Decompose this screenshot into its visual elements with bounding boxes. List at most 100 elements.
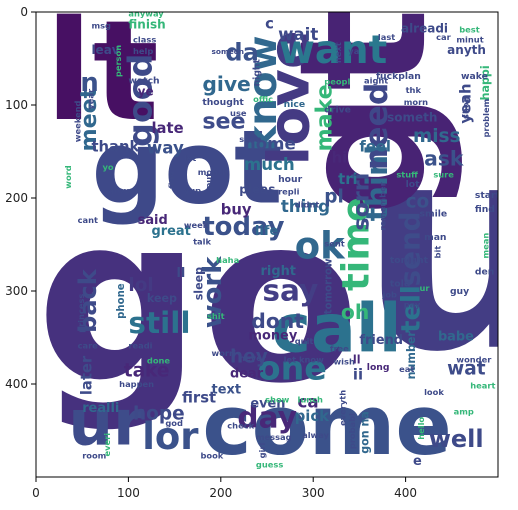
word-everi: everi bbox=[102, 433, 112, 457]
word-think: think bbox=[360, 134, 394, 221]
word-n: n bbox=[80, 68, 98, 98]
word-find: find bbox=[475, 204, 495, 215]
word-bit: bit bbox=[433, 246, 443, 259]
word-dear: dear bbox=[230, 366, 264, 381]
word-happen: happen bbox=[119, 379, 154, 389]
word-messag: messag bbox=[256, 432, 292, 442]
word-night: night bbox=[252, 58, 263, 86]
word-weekend: weekend bbox=[72, 100, 82, 142]
word-long: long bbox=[367, 362, 390, 373]
word-lol: lol bbox=[128, 275, 153, 296]
word-thing: thing bbox=[281, 197, 330, 216]
word-work: work bbox=[198, 256, 228, 328]
word-remember: remember bbox=[377, 181, 387, 230]
word-give: give bbox=[202, 72, 251, 96]
word-hope: hope bbox=[133, 403, 185, 424]
word-sleep: sleep bbox=[192, 267, 205, 300]
word-princess: princess bbox=[76, 294, 86, 333]
word-come: come bbox=[202, 377, 451, 474]
word-start: start bbox=[475, 190, 501, 201]
word-leav: leav bbox=[91, 43, 119, 57]
word-see: see bbox=[202, 108, 245, 134]
word-heart: heart bbox=[470, 381, 495, 391]
word-lor: lor bbox=[142, 415, 199, 458]
word-know: know bbox=[241, 36, 286, 152]
word-even: even bbox=[250, 396, 285, 411]
word-meet: meet bbox=[76, 87, 102, 151]
word-finish: finish bbox=[128, 18, 165, 32]
word-smile: smile bbox=[419, 209, 447, 220]
word-fuckplan: fuckplan bbox=[376, 71, 421, 82]
word-lot: lot bbox=[406, 179, 421, 190]
word-ii: ii bbox=[353, 366, 363, 383]
word-msg: msg bbox=[91, 21, 111, 31]
word-everyth: everyth bbox=[338, 390, 348, 426]
word-offic: offic bbox=[253, 94, 273, 104]
word-ll: ll bbox=[353, 354, 361, 367]
word-haha: haha bbox=[216, 255, 239, 265]
word-done: done bbox=[147, 356, 171, 366]
word-alreadi: alreadi bbox=[401, 21, 448, 35]
word-girl: girl bbox=[257, 443, 267, 459]
word-ya: ya bbox=[348, 46, 359, 56]
word-wake: wake bbox=[461, 71, 488, 82]
word-c: c bbox=[265, 16, 274, 33]
word-ok: ok bbox=[295, 224, 346, 267]
word-happi: happi bbox=[479, 65, 492, 100]
word-never: never bbox=[239, 353, 267, 363]
word-tonight: tonight bbox=[390, 255, 429, 266]
word-use: use bbox=[230, 108, 247, 118]
word-ll: ll bbox=[176, 266, 185, 281]
word-dont: dont bbox=[251, 309, 304, 333]
word-lunch: lunch bbox=[297, 395, 323, 405]
word-mean: mean bbox=[481, 233, 491, 259]
word-yup: yup bbox=[184, 185, 201, 195]
word-someth: someth bbox=[387, 111, 437, 125]
word-say: say bbox=[262, 273, 318, 307]
word-last: last bbox=[378, 32, 395, 42]
word-call: call bbox=[272, 289, 402, 367]
word-amp: amp bbox=[454, 407, 474, 417]
word-miss: miss bbox=[413, 126, 461, 147]
word-gon-na: gon na bbox=[359, 411, 372, 454]
word-good: good bbox=[121, 54, 160, 147]
word-next: next bbox=[333, 42, 343, 63]
word-book: book bbox=[200, 450, 223, 460]
word-e: e bbox=[413, 454, 422, 469]
word-go: go bbox=[36, 166, 360, 434]
word-hello: hello bbox=[416, 417, 426, 440]
y-tick-label: 100 bbox=[5, 98, 28, 112]
word-tri: tri bbox=[338, 171, 357, 188]
x-tick-label: 0 bbox=[32, 486, 40, 500]
word-stuff: stuff bbox=[396, 170, 418, 180]
word-still: still bbox=[128, 306, 190, 340]
word-talk: talk bbox=[193, 237, 211, 247]
word-well: well bbox=[429, 425, 484, 453]
word-shop: shop bbox=[460, 96, 470, 119]
word-care: care bbox=[78, 341, 99, 351]
word-gt: gt bbox=[262, 7, 466, 217]
word-wish: wish bbox=[334, 356, 355, 366]
word-help: help bbox=[133, 46, 153, 56]
word-sorri: sorri bbox=[349, 173, 375, 231]
word-wonder: wonder bbox=[456, 355, 492, 365]
word-worri: worri bbox=[212, 348, 237, 358]
word-realli: realli bbox=[82, 401, 119, 416]
y-tick-label: 400 bbox=[5, 377, 28, 391]
word-man: man bbox=[424, 232, 446, 243]
word-love: love bbox=[256, 30, 323, 165]
word-hour: hour bbox=[278, 174, 302, 185]
word-pay: pay bbox=[404, 300, 421, 310]
x-tick-label: 300 bbox=[302, 486, 325, 500]
word-later: later bbox=[78, 355, 95, 395]
word-told: told bbox=[390, 278, 411, 289]
word-word: word bbox=[63, 165, 73, 188]
word-year: year bbox=[85, 88, 95, 110]
word-sure: sure bbox=[433, 170, 454, 180]
word-sent: sent bbox=[324, 238, 344, 248]
word-let-know: let know bbox=[284, 355, 324, 365]
word-wat: wat bbox=[447, 359, 486, 380]
word-minut: minut bbox=[456, 35, 483, 45]
word-eat: eat bbox=[399, 364, 414, 374]
